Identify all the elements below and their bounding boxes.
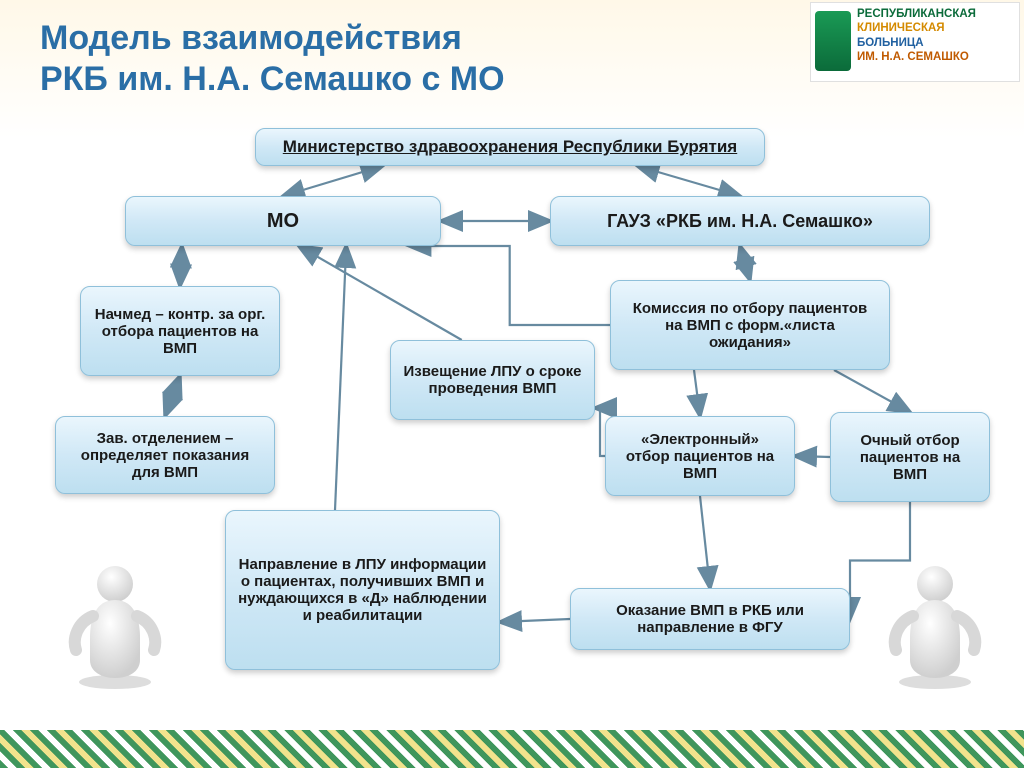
edge-napravlenie-mo bbox=[335, 246, 346, 510]
edge-electronic-okazanie bbox=[700, 496, 710, 588]
edge-izvesh-mo bbox=[299, 246, 462, 340]
hospital-logo: РЕСПУБЛИКАНСКАЯ КЛИНИЧЕСКАЯ БОЛЬНИЦА ИМ.… bbox=[810, 2, 1020, 82]
node-ochny: Очный отбор пациентов на ВМП bbox=[830, 412, 990, 502]
edge-electronic-izvesh bbox=[595, 408, 605, 456]
node-napravlenie: Направление в ЛПУ информации о пациентах… bbox=[225, 510, 500, 670]
person-icon bbox=[60, 560, 170, 690]
edge-ministry-mo bbox=[283, 166, 383, 196]
node-okazanie: Оказание ВМП в РКБ или направление в ФГУ bbox=[570, 588, 850, 650]
edge-commission-electronic bbox=[694, 370, 700, 416]
node-commission: Комиссия по отбору пациентов на ВМП с фо… bbox=[610, 280, 890, 370]
logo-line-2: КЛИНИЧЕСКАЯ bbox=[857, 21, 1015, 35]
logo-line-4: ИМ. Н.А. СЕМАШКО bbox=[857, 50, 1015, 64]
node-nachmed: Начмед – контр. за орг. отбора пациентов… bbox=[80, 286, 280, 376]
title-line-1: Модель взаимодействия bbox=[40, 19, 462, 57]
person-icon bbox=[880, 560, 990, 690]
edge-mo-nachmed bbox=[180, 246, 182, 286]
node-gauz: ГАУЗ «РКБ им. Н.А. Семашко» bbox=[550, 196, 930, 246]
logo-line-3: БОЛЬНИЦА bbox=[857, 36, 1015, 50]
edge-commission-mo bbox=[409, 246, 610, 325]
node-zav: Зав. отделением – определяет показания д… bbox=[55, 416, 275, 494]
decorative-border bbox=[0, 730, 1024, 768]
edge-commission-ochny bbox=[834, 370, 910, 412]
edge-gauz-commission bbox=[740, 246, 750, 280]
node-mo: МО bbox=[125, 196, 441, 246]
logo-badge-icon bbox=[815, 11, 851, 71]
logo-line-1: РЕСПУБЛИКАНСКАЯ bbox=[857, 7, 1015, 21]
edge-okazanie-napravlenie bbox=[500, 619, 570, 622]
node-ministry: Министерство здравоохранения Республики … bbox=[255, 128, 765, 166]
node-izvesh: Извещение ЛПУ о сроке проведения ВМП bbox=[390, 340, 595, 420]
page-title: Модель взаимодействия РКБ им. Н.А. Семаш… bbox=[40, 18, 505, 100]
edge-ministry-gauz bbox=[638, 166, 741, 196]
node-electronic: «Электронный» отбор пациентов на ВМП bbox=[605, 416, 795, 496]
edge-ochny-electronic bbox=[795, 456, 830, 457]
title-line-2: РКБ им. Н.А. Семашко с МО bbox=[40, 60, 505, 98]
edge-nachmed-zav bbox=[165, 376, 180, 416]
